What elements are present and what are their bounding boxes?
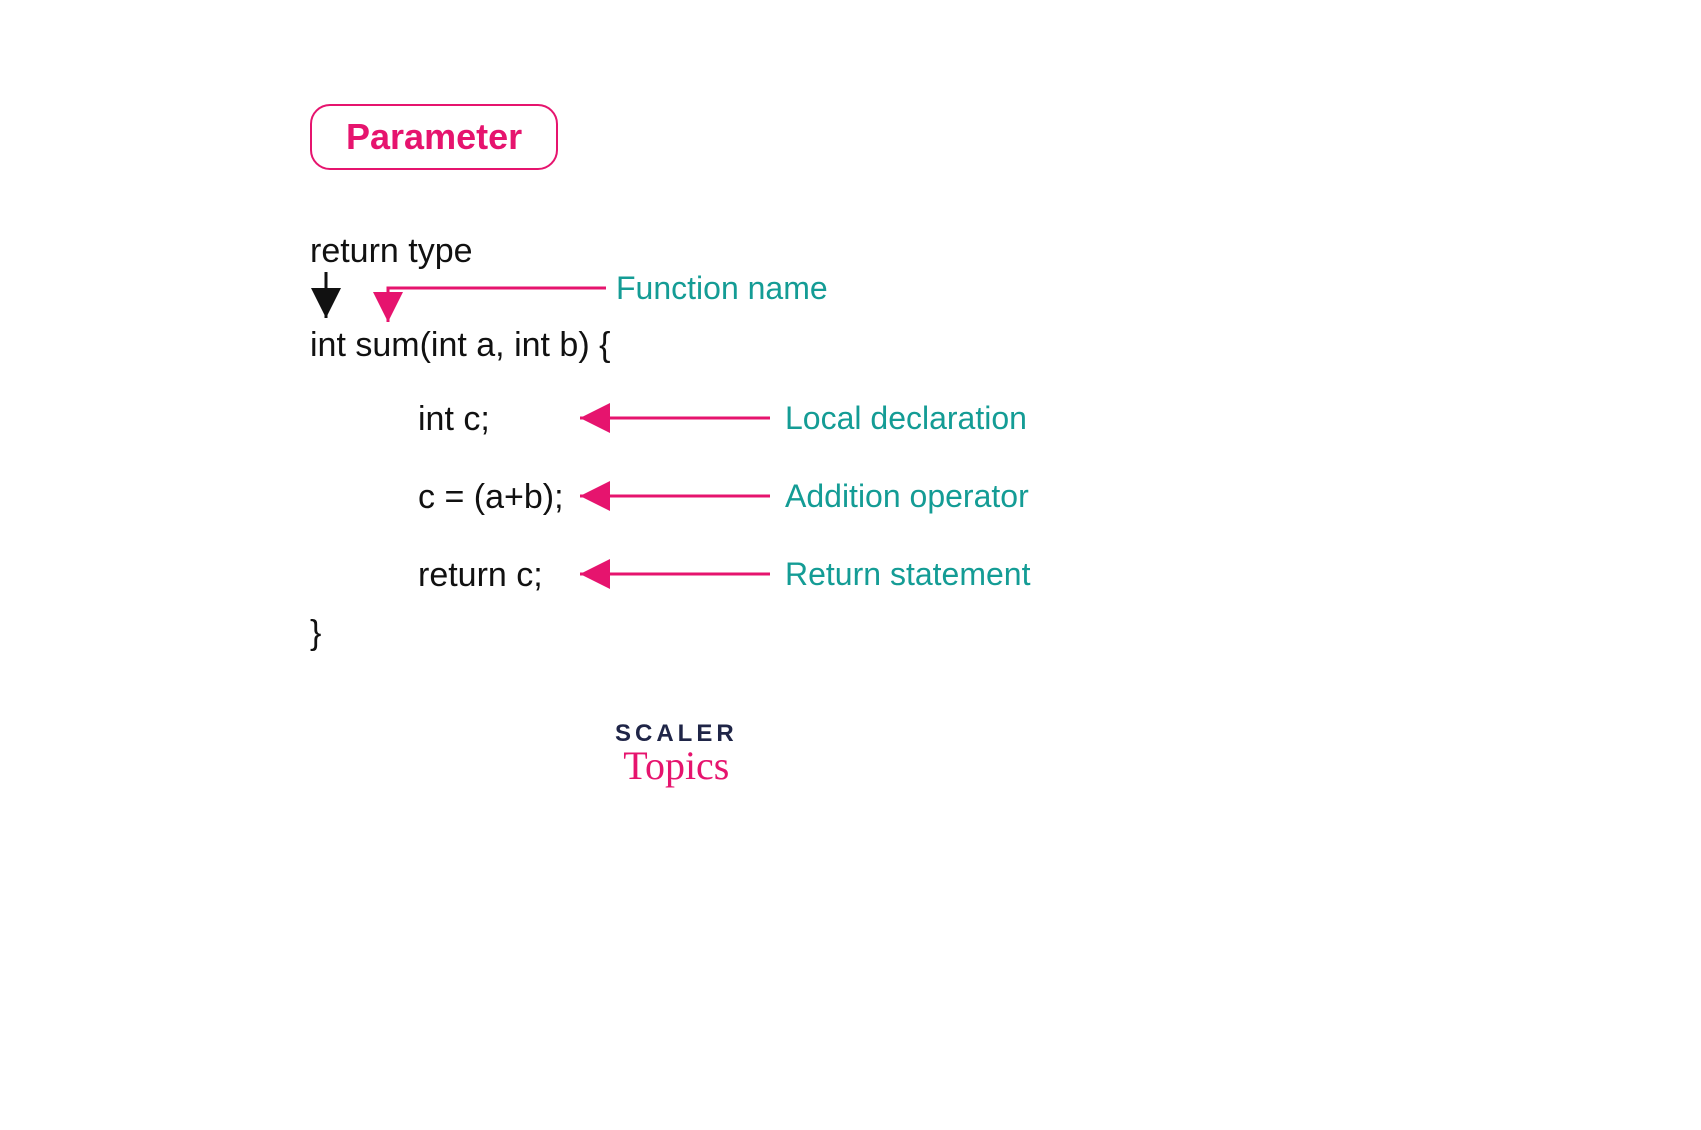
logo-topics-text: Topics [615, 742, 738, 789]
parameter-pill: Parameter [310, 104, 558, 170]
diagram-stage: Parameter return type int sum(int a, int… [0, 0, 1701, 1130]
code-return-stmt: return c; [418, 556, 543, 595]
arrow-fn_name_elbow [388, 288, 606, 322]
code-close-brace: } [310, 614, 321, 653]
code-signature: int sum(int a, int b) { [310, 326, 610, 365]
code-local-decl: int c; [418, 400, 490, 439]
label-return-statement: Return statement [785, 556, 1030, 593]
label-addition-operator: Addition operator [785, 478, 1029, 515]
code-assignment: c = (a+b); [418, 478, 564, 517]
scaler-topics-logo: SCALER Topics [615, 720, 738, 789]
parameter-pill-text: Parameter [346, 116, 522, 157]
label-function-name: Function name [616, 270, 828, 307]
label-local-declaration: Local declaration [785, 400, 1027, 437]
code-return-type: return type [310, 232, 473, 271]
